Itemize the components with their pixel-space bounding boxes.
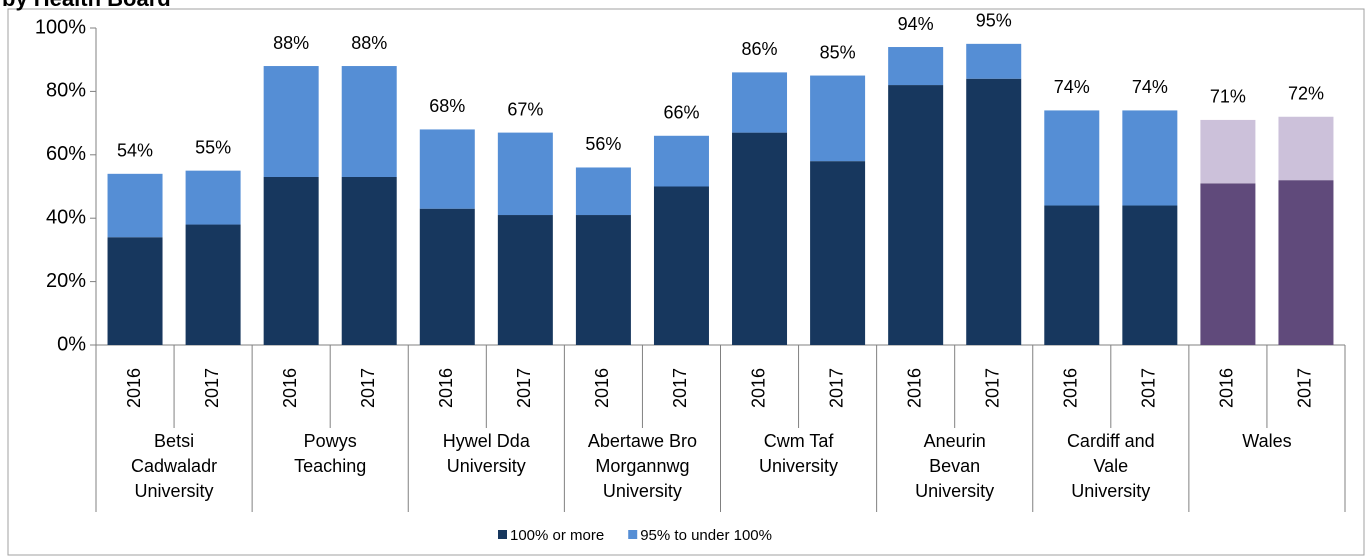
bar-segment [107, 173, 163, 238]
x-tick-label: 2016 [280, 368, 300, 408]
bar-segment [1122, 110, 1178, 206]
group-label: Cadwaladr [131, 456, 217, 476]
total-label: 88% [273, 33, 309, 53]
bar-segment [263, 66, 319, 177]
bar-segment [732, 72, 788, 133]
group-label: University [603, 481, 682, 501]
bar-segment [185, 170, 241, 225]
bar-segment [341, 176, 397, 345]
x-tick-label: 2016 [748, 368, 768, 408]
y-tick-label: 40% [46, 206, 86, 228]
total-label: 86% [742, 39, 778, 59]
bar-segment [419, 208, 475, 345]
group-label: Hywel Dda [443, 431, 531, 451]
group-label: Bevan [929, 456, 980, 476]
group-label: Abertawe Bro [588, 431, 697, 451]
total-label: 94% [898, 14, 934, 34]
y-tick-label: 100% [35, 16, 86, 38]
bar-segment [341, 66, 397, 177]
bar-segment [966, 78, 1022, 345]
bar-segment [497, 215, 553, 345]
x-tick-label: 2017 [670, 368, 690, 408]
total-label: 74% [1132, 77, 1168, 97]
bar-segment [1278, 180, 1334, 345]
total-label: 71% [1210, 87, 1246, 107]
total-label: 85% [820, 42, 856, 62]
x-tick-label: 2016 [1061, 368, 1081, 408]
total-label: 55% [195, 137, 231, 157]
bar-segment [107, 237, 163, 345]
group-label: Vale [1093, 456, 1128, 476]
chart-title: by Health Board [2, 0, 171, 11]
x-tick-label: 2016 [1217, 368, 1237, 408]
bar-segment [653, 135, 709, 187]
group-label: University [447, 456, 526, 476]
y-tick-label: 80% [46, 80, 86, 102]
total-label: 74% [1054, 77, 1090, 97]
x-tick-label: 2016 [592, 368, 612, 408]
legend-swatch [628, 530, 638, 539]
bar-segment [1122, 205, 1178, 345]
group-label: Betsi [154, 431, 194, 451]
total-label: 68% [429, 96, 465, 116]
bar-segment [888, 47, 944, 86]
group-label: Powys [304, 431, 357, 451]
group-label: Cwm Taf [764, 431, 835, 451]
x-tick-label: 2017 [982, 368, 1002, 408]
group-label: University [135, 481, 214, 501]
bar-segment [653, 186, 709, 345]
total-label: 54% [117, 141, 153, 161]
legend-label: 95% to under 100% [640, 527, 772, 544]
group-label: Wales [1242, 431, 1291, 451]
bar-segment [185, 224, 241, 345]
group-label: Morgannwg [595, 456, 689, 476]
bar-segment [888, 85, 944, 345]
x-tick-label: 2016 [436, 368, 456, 408]
group-label: University [1071, 481, 1150, 501]
total-label: 72% [1288, 84, 1324, 104]
bar-segment [810, 161, 866, 345]
total-label: 67% [507, 99, 543, 119]
y-tick-label: 60% [46, 143, 86, 165]
bar-segment [1278, 116, 1334, 181]
x-tick-label: 2017 [514, 368, 534, 408]
bar-segment [1200, 183, 1256, 345]
x-tick-label: 2016 [904, 368, 924, 408]
y-tick-label: 20% [46, 270, 86, 292]
group-label: University [759, 456, 838, 476]
bar-segment [419, 129, 475, 209]
total-label: 56% [585, 134, 621, 154]
bar-segment [263, 176, 319, 345]
total-label: 66% [663, 103, 699, 123]
bar-segment [575, 215, 631, 345]
x-tick-label: 2017 [358, 368, 378, 408]
group-label: Teaching [294, 456, 366, 476]
y-tick-label: 0% [57, 333, 86, 355]
bar-segment [1200, 119, 1256, 184]
legend-label: 100% or more [510, 527, 604, 544]
bar-segment [1044, 110, 1100, 206]
total-label: 88% [351, 33, 387, 53]
total-label: 95% [976, 11, 1012, 31]
legend-swatch [498, 530, 507, 539]
group-label: University [915, 481, 994, 501]
bar-segment [1044, 205, 1100, 345]
group-label: Aneurin [924, 431, 986, 451]
x-tick-label: 2017 [1295, 368, 1315, 408]
bar-segment [575, 167, 631, 216]
bar-segment [497, 132, 553, 216]
x-tick-label: 2017 [826, 368, 846, 408]
chart-frame [7, 8, 1365, 556]
x-tick-label: 2017 [202, 368, 222, 408]
bar-segment [810, 75, 866, 162]
bar-segment [966, 43, 1022, 79]
bar-segment [732, 132, 788, 345]
x-tick-label: 2017 [1139, 368, 1159, 408]
group-label: Cardiff and [1067, 431, 1155, 451]
x-tick-label: 2016 [124, 368, 144, 408]
